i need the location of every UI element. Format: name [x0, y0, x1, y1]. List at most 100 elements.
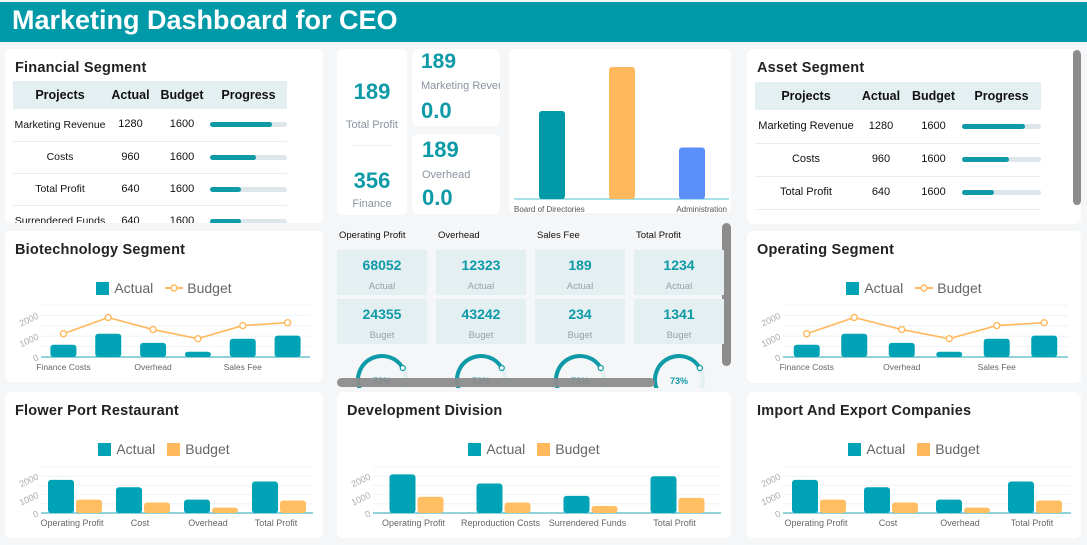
actual-cell: 640: [857, 176, 905, 210]
budget-point: [850, 313, 858, 322]
vertical-scrollbar[interactable]: [722, 223, 731, 366]
y-tick-label: 2000: [18, 311, 40, 329]
budget-value: 1341: [663, 306, 695, 322]
bar: [539, 111, 565, 199]
bar-actual: [50, 344, 77, 357]
x-tick-label: Sales Fee: [978, 362, 1017, 372]
actual-label: Actual: [566, 281, 594, 292]
card-title: Development Division: [347, 403, 503, 419]
legend-budget-swatch: [537, 442, 551, 456]
actual-value: 1234: [663, 257, 695, 273]
x-tick-label: Total Profit: [255, 518, 298, 528]
project-cell: Total Profit: [13, 173, 107, 206]
x-tick-label: Cost: [131, 518, 150, 528]
x-tick-label: Total Profit: [1011, 518, 1054, 528]
project-cell: Marketing Revenue: [13, 109, 107, 142]
legend-actual-label[interactable]: Actual: [114, 280, 154, 297]
bar-budget: [144, 502, 170, 513]
bar-budget: [964, 507, 990, 513]
y-tick-label: 1000: [350, 490, 372, 508]
bar-actual: [48, 479, 74, 513]
actual-cell: 640: [107, 205, 154, 223]
budget-point: [239, 321, 247, 330]
gauge-label: 73%: [670, 376, 688, 386]
kpi-label: Overhead: [422, 169, 471, 181]
progress-fill: [210, 186, 241, 192]
bar-actual: [476, 483, 503, 513]
legend-budget-label[interactable]: Budget: [555, 441, 600, 458]
progress-fill: [962, 190, 994, 195]
legend-budget-label[interactable]: Budget: [187, 280, 232, 297]
budget-point: [283, 318, 292, 327]
progress-cell: [210, 109, 287, 142]
bar-budget: [1036, 500, 1062, 513]
legend-actual-label[interactable]: Actual: [866, 441, 906, 458]
page-title: Marketing Dashboard for CEO: [12, 5, 398, 35]
chart-legend: Actual Budget: [337, 440, 731, 457]
actual-value: 189: [568, 257, 592, 273]
table-row: Total Profit 640 1600: [13, 173, 287, 206]
horizontal-scrollbar[interactable]: [337, 378, 655, 387]
chart-legend: Actual Budget: [747, 279, 1081, 296]
actual-cell: 640: [107, 173, 154, 206]
budget-tile: 43242 Buget: [436, 299, 526, 344]
table-row: Marketing Revenue 1280 1600: [13, 109, 287, 142]
project-cell: Marketing Revenue: [755, 110, 857, 144]
legend-actual-label[interactable]: Actual: [116, 441, 156, 458]
bar-budget: [212, 507, 238, 513]
chart-legend: Actual Budget: [5, 440, 323, 457]
table-row: Marketing Revenue 1280 1600: [755, 110, 1041, 144]
progress-cell: [962, 176, 1041, 210]
metric-name: Total Profit: [636, 230, 681, 241]
legend-budget-label[interactable]: Budget: [185, 441, 230, 458]
kpi-value: 189: [421, 50, 457, 73]
bar-actual: [184, 499, 210, 513]
y-tick-label: 2000: [350, 472, 372, 490]
bar-actual: [563, 495, 590, 513]
actual-value: 68052: [362, 257, 402, 273]
budget-point: [194, 334, 202, 343]
legend-actual-label[interactable]: Actual: [486, 441, 526, 458]
legend-budget-swatch: [917, 442, 931, 456]
legend-budget-label[interactable]: Budget: [935, 441, 980, 458]
progress-fill: [210, 122, 272, 128]
kpi-card-marketing-revenue: 189 Marketing Revenue 0.0: [412, 49, 500, 126]
legend-actual-swatch: [846, 281, 860, 295]
budget-value: 24355: [362, 306, 402, 322]
metric-name: Operating Profit: [339, 230, 406, 241]
budget-point: [104, 313, 112, 322]
x-tick-label: Overhead: [188, 518, 228, 528]
bar-budget: [504, 502, 531, 513]
budget-point: [803, 330, 811, 338]
legend-budget-line-icon: [915, 280, 934, 296]
x-tick-label: Reproduction Costs: [461, 518, 541, 528]
budget-tile: 24355 Buget: [337, 299, 427, 344]
bar-actual: [864, 487, 890, 513]
legend-actual-label[interactable]: Actual: [864, 280, 904, 297]
asset-table: Projects Actual Budget Progress Marketing R…: [755, 82, 1041, 210]
kpi-value: 356: [353, 168, 391, 193]
actual-label: Actual: [467, 281, 495, 292]
vertical-scrollbar[interactable]: [1073, 50, 1081, 205]
metrics-scroll-area[interactable]: Operating Profit 68052 Actual 24355 Buget 73%…: [337, 222, 731, 388]
y-tick-label: 1000: [18, 332, 40, 350]
budget-label: Buget: [468, 330, 494, 341]
col-budget: Budget: [154, 81, 210, 109]
card-title: Flower Port Restaurant: [15, 403, 179, 419]
bar-actual: [793, 344, 820, 357]
actual-tile: 189 Actual: [535, 250, 625, 295]
chart-plot: 0 1000 2000 Finance Costs Overhead Sales Fee: [18, 304, 310, 372]
bar-budget: [417, 496, 444, 513]
progress-bar: [210, 218, 287, 223]
budget-tile: 234 Buget: [535, 299, 625, 344]
bar-actual: [116, 487, 142, 513]
col-projects: Projects: [13, 81, 107, 109]
bar-budget: [820, 499, 846, 513]
budget-line: [806, 316, 1045, 340]
bar-actual: [888, 342, 915, 357]
legend-budget-label[interactable]: Budget: [937, 280, 982, 297]
x-tick-label: Operating Profit: [40, 518, 104, 528]
budget-point: [1040, 318, 1048, 327]
progress-cell: [210, 205, 287, 223]
